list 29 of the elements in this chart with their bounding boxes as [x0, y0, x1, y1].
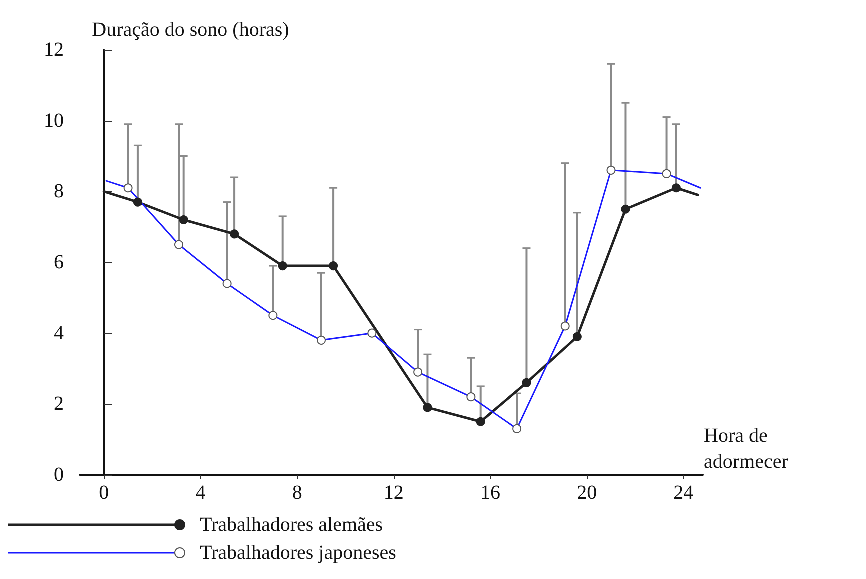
y-tick-label: 0: [54, 464, 64, 486]
y-tick-label: 6: [54, 252, 64, 274]
y-tick-label: 4: [54, 322, 64, 344]
x-tick-label: 8: [292, 482, 302, 504]
point: [230, 230, 240, 239]
legend-label: Trabalhadores alemães: [200, 514, 384, 536]
y-tick-label: 8: [54, 180, 64, 203]
y-tick-label: 2: [54, 393, 64, 416]
point: [423, 403, 432, 412]
point: [621, 204, 630, 214]
point: [672, 184, 681, 193]
y-tick-label: 12: [44, 39, 64, 61]
point: [476, 417, 486, 426]
point: [572, 332, 582, 342]
x-tick-label: 0: [99, 482, 110, 504]
x-tick-label: 20: [577, 482, 598, 504]
x-tick-label: 16: [480, 482, 501, 504]
y-axis-title: Duração do sono (horas): [92, 19, 290, 41]
x-tick-label: 24: [674, 482, 694, 504]
x-tick-label: 4: [196, 482, 206, 504]
x-tick-label: 12: [384, 482, 404, 504]
point: [329, 262, 338, 271]
x-axis-title: Hora de adormecer: [704, 425, 789, 473]
y-tick-label: 10: [44, 110, 64, 132]
point: [133, 198, 142, 207]
legend-label: Trabalhadores japoneses: [200, 542, 396, 564]
point: [278, 262, 288, 271]
point: [522, 378, 532, 388]
point: [179, 216, 188, 224]
